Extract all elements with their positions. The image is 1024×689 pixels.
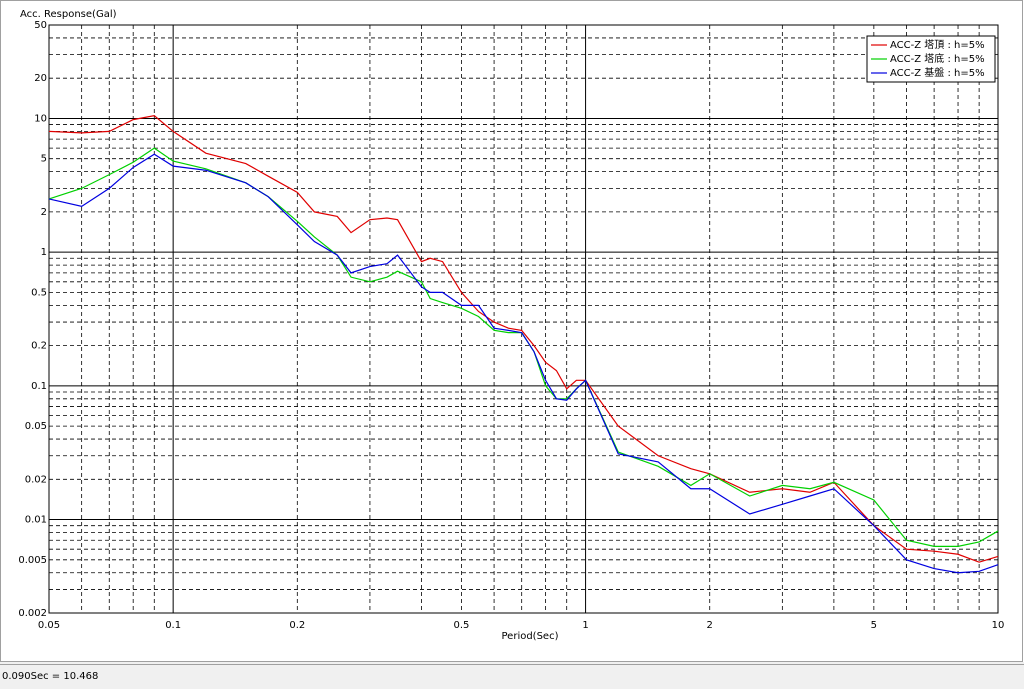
legend-label: ACC-Z 塔底 : h=5% — [890, 52, 985, 65]
y-tick-label: 0.01 — [25, 515, 47, 526]
y-tick-label: 2 — [41, 207, 47, 218]
legend-label: ACC-Z 基盤 : h=5% — [890, 66, 985, 79]
y-axis-title: Acc. Response(Gal) — [20, 9, 117, 20]
y-tick-label: 0.02 — [25, 474, 47, 485]
x-tick-label: 0.1 — [165, 620, 181, 631]
y-tick-label: 0.002 — [18, 608, 47, 619]
x-tick-label: 0.2 — [289, 620, 305, 631]
y-tick-label: 0.05 — [25, 421, 47, 432]
x-tick-label: 5 — [871, 620, 877, 631]
x-tick-label: 0.5 — [453, 620, 469, 631]
series-line — [48, 114, 999, 563]
legend-box — [866, 35, 996, 83]
x-axis-title: Period(Sec) — [502, 631, 559, 642]
x-tick-label: 10 — [992, 620, 1005, 631]
y-tick-label: 0.2 — [31, 341, 47, 352]
y-tick-label: 20 — [34, 73, 47, 84]
y-tick-label: 0.005 — [18, 555, 47, 566]
legend-label: ACC-Z 塔頂 : h=5% — [890, 38, 985, 51]
status-bar: 0.090Sec = 10.468 — [0, 664, 1024, 688]
y-tick-label: 0.5 — [31, 287, 47, 298]
chart: Acc. Response(Gal) Period(Sec) 0.002 0.00… — [0, 0, 1024, 662]
x-tick-label: 1 — [582, 620, 588, 631]
y-tick-label: 5 — [41, 154, 47, 165]
x-tick-label: 2 — [707, 620, 713, 631]
plot-border — [48, 24, 999, 614]
y-tick-label: 1 — [41, 247, 47, 258]
y-tick-label: 0.1 — [31, 381, 47, 392]
y-tick-label: 10 — [34, 113, 47, 124]
series-line — [48, 153, 999, 574]
x-tick-label: 0.05 — [38, 620, 60, 631]
y-tick-label: 50 — [34, 20, 47, 31]
